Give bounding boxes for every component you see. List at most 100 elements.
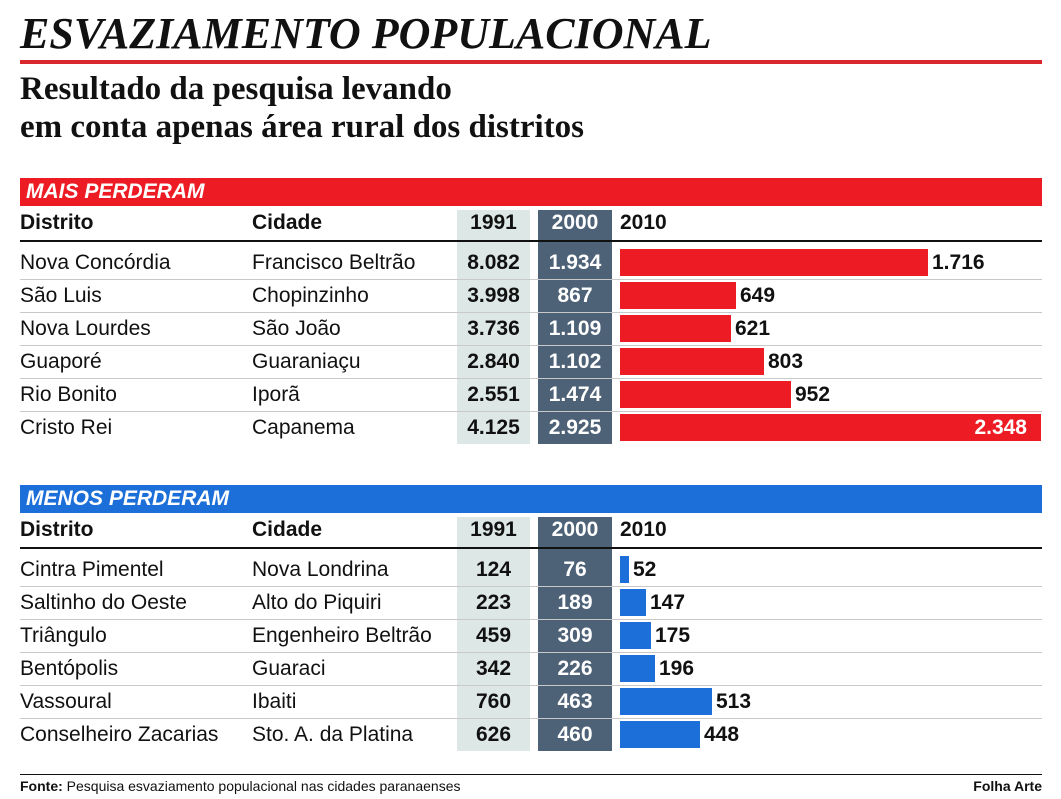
value-1991: 223 <box>475 591 512 614</box>
value-1991: 3.736 <box>467 317 520 340</box>
menos-perderam-section-bar: MENOS PERDERAM <box>20 485 1042 513</box>
row-divider <box>20 718 1042 719</box>
cidade-cell: Capanema <box>252 416 355 439</box>
menos-perderam-col-2000-bg <box>538 517 612 751</box>
row-divider <box>20 378 1042 379</box>
value-1991: 2.551 <box>467 383 520 406</box>
bar-2010 <box>620 348 764 375</box>
mais-perderam-header-distrito: Distrito <box>20 211 94 234</box>
bar-2010 <box>620 315 731 342</box>
bar-2010 <box>620 282 736 309</box>
value-2000: 867 <box>557 284 593 307</box>
bar-2010 <box>620 622 651 649</box>
bar-value-label: 2.348 <box>974 416 1027 439</box>
cidade-cell: Francisco Beltrão <box>252 251 416 274</box>
value-2000: 1.109 <box>548 317 602 340</box>
value-2000: 76 <box>563 558 587 581</box>
bar-value-label: 196 <box>659 657 695 680</box>
menos-perderam-col-1991-bg <box>457 517 530 751</box>
cidade-cell: São João <box>252 317 341 340</box>
row-divider <box>20 652 1042 653</box>
bar-value-label: 649 <box>740 284 776 307</box>
value-1991: 4.125 <box>467 416 520 439</box>
mais-perderam-header-2010: 2010 <box>620 211 667 234</box>
distrito-cell: Cristo Rei <box>20 416 113 439</box>
distrito-cell: Nova Lourdes <box>20 317 151 340</box>
mais-perderam-header-cidade: Cidade <box>252 211 323 234</box>
value-2000: 189 <box>557 591 593 614</box>
value-1991: 2.840 <box>467 350 520 373</box>
value-2000: 460 <box>557 723 593 746</box>
distrito-cell: Saltinho do Oeste <box>20 591 187 614</box>
bar-2010 <box>620 556 629 583</box>
cidade-cell: Guaraci <box>252 657 326 680</box>
row-divider <box>20 279 1042 280</box>
value-2000: 1.102 <box>548 350 602 373</box>
title-rule <box>20 60 1042 64</box>
mais-perderam-col-2000-bg <box>538 210 612 444</box>
footer-rule <box>20 774 1042 775</box>
bar-value-label: 952 <box>795 383 831 406</box>
source-note: Fonte: Pesquisa esvaziamento populaciona… <box>20 777 460 795</box>
bar-value-label: 448 <box>704 723 740 746</box>
bar-2010 <box>620 655 655 682</box>
cidade-cell: Ibaiti <box>252 690 297 713</box>
cidade-cell: Nova Londrina <box>252 558 389 581</box>
distrito-cell: Vassoural <box>20 690 112 713</box>
cidade-cell: Engenheiro Beltrão <box>252 624 432 647</box>
bar-value-label: 803 <box>768 350 804 373</box>
row-divider <box>20 619 1042 620</box>
bar-value-label: 175 <box>655 624 691 647</box>
mais-perderam-header-2000: 2000 <box>551 211 599 234</box>
menos-perderam-header-rule <box>20 547 1042 549</box>
value-2000: 1.934 <box>548 251 602 274</box>
cidade-cell: Sto. A. da Platina <box>252 723 414 746</box>
distrito-cell: Cintra Pimentel <box>20 558 164 581</box>
value-2000: 463 <box>557 690 593 713</box>
page-title: ESVAZIAMENTO POPULACIONAL <box>20 9 712 58</box>
bar-2010 <box>620 589 646 616</box>
cidade-cell: Chopinzinho <box>252 284 369 307</box>
cidade-cell: Alto do Piquiri <box>252 591 382 614</box>
row-divider <box>20 411 1042 412</box>
bar-value-label: 147 <box>650 591 686 614</box>
distrito-cell: Rio Bonito <box>20 383 117 406</box>
row-divider <box>20 345 1042 346</box>
cidade-cell: Iporã <box>252 383 300 406</box>
menos-perderam-header-1991: 1991 <box>470 518 517 541</box>
value-2000: 226 <box>557 657 593 680</box>
subtitle-line-1: Resultado da pesquisa levando <box>20 71 452 107</box>
value-1991: 124 <box>475 558 512 581</box>
value-1991: 3.998 <box>467 284 520 307</box>
menos-perderam-header-distrito: Distrito <box>20 518 94 541</box>
value-2000: 2.925 <box>548 416 602 439</box>
value-1991: 626 <box>475 723 512 746</box>
value-1991: 342 <box>475 657 512 680</box>
subtitle-line-2: em conta apenas área rural dos distritos <box>20 109 585 145</box>
menos-perderam-header-2010: 2010 <box>620 518 667 541</box>
subtitle: Resultado da pesquisa levando em conta a… <box>20 70 1040 146</box>
bar-2010 <box>620 688 712 715</box>
value-1991: 760 <box>475 690 512 713</box>
bar-2010 <box>620 414 1041 441</box>
mais-perderam-header-rule <box>20 240 1042 242</box>
cidade-cell: Guaraniaçu <box>252 350 361 373</box>
bar-value-label: 1.716 <box>932 251 985 274</box>
mais-perderam-header-1991: 1991 <box>470 211 517 234</box>
distrito-cell: Conselheiro Zacarias <box>20 723 219 746</box>
source-label: Fonte: <box>20 778 63 794</box>
row-divider <box>20 685 1042 686</box>
value-1991: 8.082 <box>467 251 520 274</box>
distrito-cell: Nova Concórdia <box>20 251 171 274</box>
menos-perderam-header-cidade: Cidade <box>252 518 323 541</box>
mais-perderam-col-1991-bg <box>457 210 530 444</box>
distrito-cell: Guaporé <box>20 350 102 373</box>
value-2000: 1.474 <box>548 383 602 406</box>
bar-2010 <box>620 381 791 408</box>
value-2000: 309 <box>557 624 593 647</box>
bar-2010 <box>620 721 700 748</box>
distrito-cell: São Luis <box>20 284 102 307</box>
mais-perderam-section-bar: MAIS PERDERAM <box>20 178 1042 206</box>
distrito-cell: Triângulo <box>20 624 107 647</box>
bar-value-label: 52 <box>633 558 657 581</box>
